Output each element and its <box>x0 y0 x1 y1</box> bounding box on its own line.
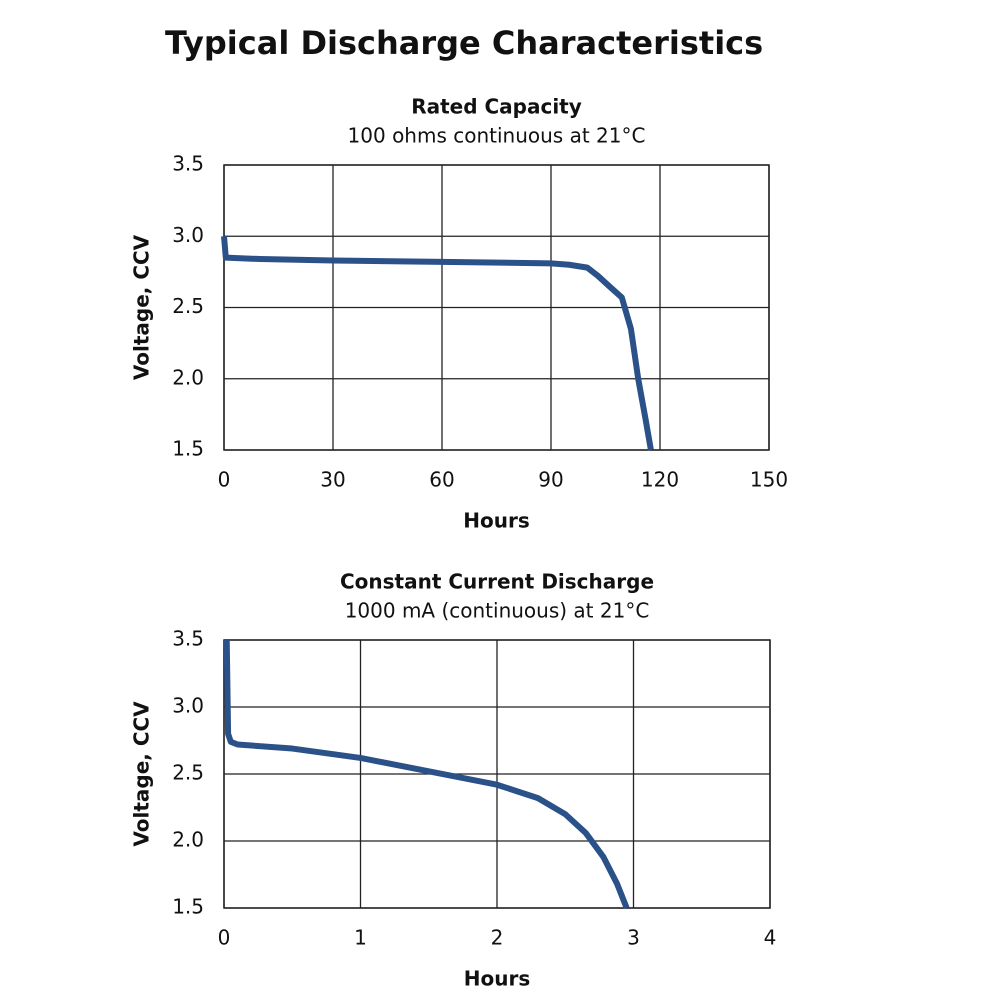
x-axis-title: Hours <box>463 509 529 533</box>
y-tick-label: 2.0 <box>172 828 204 852</box>
y-tick-label: 3.0 <box>172 694 204 718</box>
x-tick-label: 120 <box>641 468 679 492</box>
chart-title: Rated Capacity <box>411 95 582 119</box>
y-tick-label: 3.5 <box>172 627 204 651</box>
x-tick-label: 90 <box>538 468 563 492</box>
y-tick-label: 3.5 <box>172 152 204 176</box>
x-tick-label: 60 <box>429 468 454 492</box>
plot-border <box>223 164 770 451</box>
chart-title: Constant Current Discharge <box>340 570 654 594</box>
y-tick-label: 2.0 <box>172 365 204 389</box>
x-tick-label: 2 <box>491 926 504 950</box>
chart-subtitle: 100 ohms continuous at 21°C <box>348 124 646 148</box>
y-axis-title: Voltage, CCV <box>130 701 154 847</box>
x-tick-label: 4 <box>764 926 777 950</box>
plot-border <box>223 639 771 909</box>
y-axis-title: Voltage, CCV <box>130 234 154 380</box>
x-axis-title: Hours <box>464 967 530 991</box>
data-line <box>223 639 630 910</box>
x-tick-label: 0 <box>218 468 231 492</box>
page-title: Typical Discharge Characteristics <box>165 24 763 62</box>
x-tick-label: 3 <box>627 926 640 950</box>
y-tick-label: 3.0 <box>172 223 204 247</box>
data-line <box>221 235 654 451</box>
y-tick-label: 1.5 <box>172 895 204 919</box>
chart-subtitle: 1000 mA (continuous) at 21°C <box>345 599 650 623</box>
x-tick-label: 1 <box>354 926 367 950</box>
y-tick-label: 2.5 <box>172 294 204 318</box>
x-tick-label: 30 <box>320 468 345 492</box>
x-tick-label: 150 <box>750 468 788 492</box>
x-tick-label: 0 <box>218 926 231 950</box>
y-tick-label: 2.5 <box>172 761 204 785</box>
y-tick-label: 1.5 <box>172 437 204 461</box>
